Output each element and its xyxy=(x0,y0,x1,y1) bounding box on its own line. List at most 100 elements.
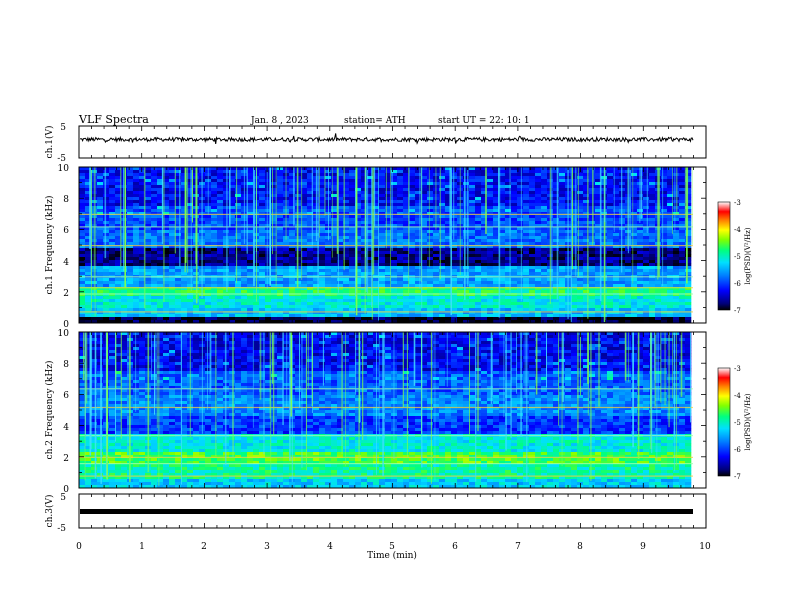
spectrogram-cell xyxy=(373,305,380,309)
spectrogram-cell xyxy=(109,203,116,207)
spectrogram-cell xyxy=(529,266,536,270)
spectrogram-cell xyxy=(157,230,164,234)
spectrogram-cell xyxy=(415,245,422,249)
spectrogram-cell xyxy=(163,188,170,192)
spectrogram-cell xyxy=(127,200,134,204)
spectrogram-cell xyxy=(169,179,176,183)
spectrogram-cell xyxy=(595,263,602,267)
spectrogram-cell xyxy=(313,254,320,258)
spectrogram-cell xyxy=(493,233,500,237)
spectrogram-cell xyxy=(259,215,266,219)
spectrogram-cell xyxy=(451,257,458,261)
spectrogram-cell xyxy=(571,305,578,309)
spectrogram-cell xyxy=(97,251,104,255)
spectrogram-cell xyxy=(181,305,188,309)
spectrogram-cell xyxy=(373,254,380,258)
spectrogram-cell xyxy=(427,230,434,234)
spectrogram-cell xyxy=(277,212,284,216)
spectrogram-cell xyxy=(499,236,506,240)
spectrogram-cell xyxy=(463,227,470,231)
spectrogram-cell xyxy=(403,302,410,306)
spectrogram-cell xyxy=(169,224,176,228)
spectrogram-cell xyxy=(139,305,146,309)
spectrogram-cell xyxy=(337,272,344,276)
spectrogram-cell xyxy=(631,194,638,198)
spectrogram-cell xyxy=(577,293,584,297)
spectrogram-cell xyxy=(223,254,230,258)
spectrogram-cell xyxy=(649,236,656,240)
spectrogram-cell xyxy=(583,197,590,201)
spectrogram-cell xyxy=(415,272,422,276)
spectrogram-cell xyxy=(613,224,620,228)
spectrogram-cell xyxy=(355,260,362,264)
spectrogram-cell xyxy=(139,248,146,252)
spectrogram-cell xyxy=(613,227,620,231)
spectrogram-cell xyxy=(97,194,104,198)
spectrogram-cell xyxy=(223,311,230,315)
spectrogram-cell xyxy=(115,218,122,222)
spectrogram-cell xyxy=(163,284,170,288)
spectrogram-cell xyxy=(559,302,566,306)
spectrogram-cell xyxy=(583,245,590,249)
spectrogram-cell xyxy=(595,308,602,312)
spectrogram-cell xyxy=(607,251,614,255)
spectrogram-cell xyxy=(445,254,452,258)
spectrogram-cell xyxy=(499,281,506,285)
spectrogram-cell xyxy=(679,233,686,237)
spectrogram-cell xyxy=(217,269,224,273)
spectrogram-cell xyxy=(529,308,536,312)
spectrogram-cell xyxy=(481,206,488,210)
spectrogram-cell xyxy=(511,185,518,189)
spectrogram-cell xyxy=(625,287,632,291)
spectrogram-cell xyxy=(661,200,668,204)
spectrogram-cell xyxy=(259,242,266,246)
spectrogram-cell xyxy=(595,296,602,300)
spectrogram-cell xyxy=(337,281,344,285)
spectrogram-cell xyxy=(319,263,326,267)
spectrogram-cell xyxy=(187,188,194,192)
spectrogram-cell xyxy=(241,251,248,255)
spectrogram-cell xyxy=(319,212,326,216)
spectrogram-cell xyxy=(181,206,188,210)
spectrogram-cell xyxy=(553,221,560,225)
spectrogram-cell xyxy=(415,188,422,192)
spectrogram-cell xyxy=(259,299,266,303)
spectrogram-cell xyxy=(175,173,182,177)
spectrogram-cell xyxy=(553,293,560,297)
spectrogram-cell xyxy=(397,272,404,276)
spectrogram-cell xyxy=(103,245,110,249)
spectrogram-cell xyxy=(535,254,542,258)
spectrogram-cell xyxy=(289,221,296,225)
spectrogram-cell xyxy=(367,272,374,276)
spectrogram-cell xyxy=(103,227,110,231)
spectrogram-cell xyxy=(661,293,668,297)
spectrogram-cell xyxy=(673,245,680,249)
spectrogram-cell xyxy=(643,218,650,222)
spectrogram-cell xyxy=(127,212,134,216)
spectrogram-cell xyxy=(259,218,266,222)
spectrogram-cell xyxy=(637,269,644,273)
spectrogram-cell xyxy=(265,290,272,294)
spectrogram-cell xyxy=(493,308,500,312)
spectrogram-cell xyxy=(367,245,374,249)
spectrogram-cell xyxy=(553,215,560,219)
spectrogram-cell xyxy=(469,284,476,288)
spectrogram-cell xyxy=(583,194,590,198)
spectrogram-cell xyxy=(271,191,278,195)
spectrogram-cell xyxy=(409,218,416,222)
spectrogram-cell xyxy=(439,212,446,216)
spectrogram-cell xyxy=(427,227,434,231)
spectrogram-cell xyxy=(289,209,296,213)
spectrogram-cell xyxy=(175,308,182,312)
spectrogram-cell xyxy=(643,215,650,219)
spectrogram-cell xyxy=(79,293,86,297)
spectrogram-cell xyxy=(415,269,422,273)
spectrogram-cell xyxy=(469,233,476,237)
spectrogram-cell xyxy=(211,209,218,213)
spectrogram-cell xyxy=(307,167,314,171)
spectrogram-cell xyxy=(187,263,194,267)
spectrogram-cell xyxy=(433,248,440,252)
spectrogram-cell xyxy=(175,278,182,282)
spectrogram-cell xyxy=(97,281,104,285)
spectrogram-cell xyxy=(553,176,560,180)
